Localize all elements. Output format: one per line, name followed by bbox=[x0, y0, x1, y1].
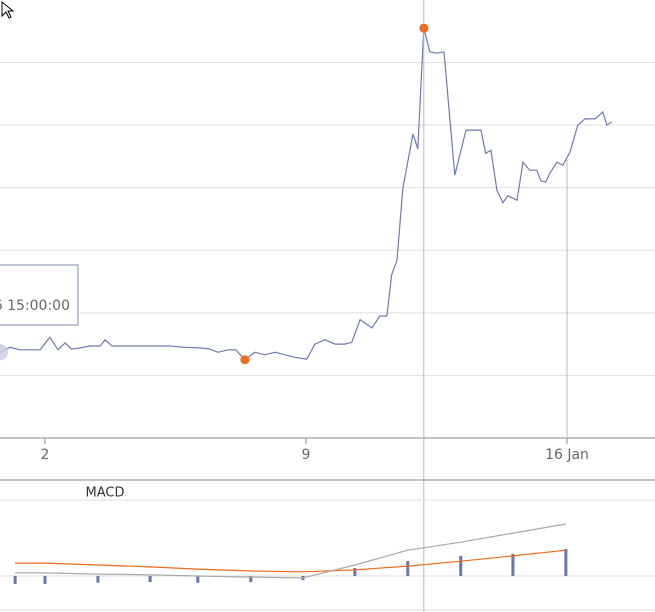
histogram-bar bbox=[406, 561, 410, 576]
tooltip-text: 6 15:00:00 bbox=[0, 298, 70, 314]
histogram-bar bbox=[511, 553, 515, 576]
histogram-bar bbox=[249, 575, 253, 583]
extreme-marker bbox=[419, 23, 429, 33]
macd-line bbox=[15, 549, 566, 573]
cursor bbox=[1, 0, 15, 19]
histogram-bar bbox=[353, 568, 357, 576]
panel-title: MACD bbox=[86, 486, 125, 501]
histogram-bar bbox=[96, 575, 100, 583]
hover-point bbox=[0, 344, 8, 361]
macd-line bbox=[15, 523, 567, 579]
x-tick-label: 16 Jan bbox=[545, 447, 589, 463]
x-tick-label: 9 bbox=[302, 447, 311, 463]
tooltip-box bbox=[0, 264, 79, 326]
histogram-bar bbox=[148, 575, 152, 583]
extreme-marker bbox=[240, 355, 250, 365]
histogram-bar bbox=[459, 555, 463, 576]
histogram-bar bbox=[196, 575, 200, 583]
x-tick-label: 2 bbox=[41, 447, 50, 463]
price-line bbox=[0, 28, 613, 361]
histogram-bar bbox=[13, 575, 17, 584]
histogram-bar bbox=[564, 549, 568, 576]
histogram-bar bbox=[43, 575, 47, 584]
